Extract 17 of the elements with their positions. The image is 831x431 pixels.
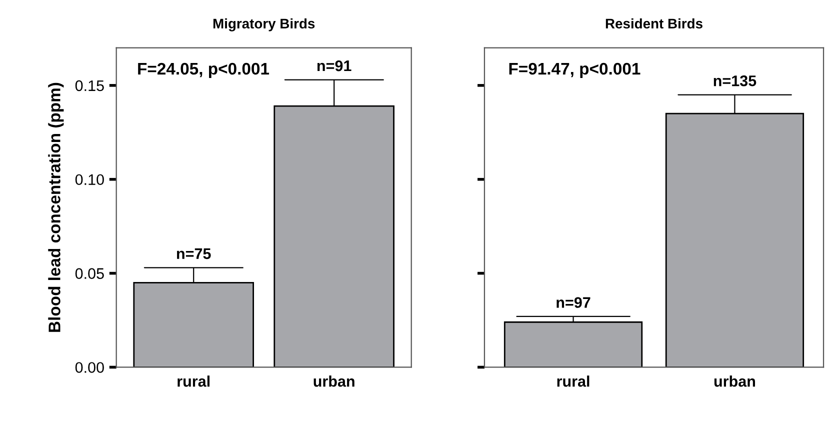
x-tick-label: rural bbox=[557, 376, 590, 387]
y-tick-label: 0.00 bbox=[75, 362, 104, 373]
y-tick-label: 0.15 bbox=[75, 80, 104, 92]
y-tick-label: 0.05 bbox=[75, 268, 104, 279]
chart-title: Resident Birds bbox=[606, 18, 702, 29]
annotation: F=24.05, p<0.001 bbox=[138, 62, 270, 78]
annotation: n=91 bbox=[317, 60, 352, 72]
annotation: F=91.47, p<0.001 bbox=[509, 62, 640, 78]
annotation: n=75 bbox=[176, 248, 211, 260]
x-tick-label: urban bbox=[714, 376, 755, 387]
x-tick-label: urban bbox=[314, 376, 354, 387]
annotation: n=97 bbox=[556, 297, 590, 308]
y-axis-title: Blood lead concentration (ppm) bbox=[48, 82, 64, 332]
y-tick-label: 0.10 bbox=[75, 174, 104, 186]
annotation: n=135 bbox=[714, 75, 756, 86]
x-tick-label: rural bbox=[178, 376, 210, 387]
chart-title: Migratory Birds bbox=[213, 18, 315, 32]
